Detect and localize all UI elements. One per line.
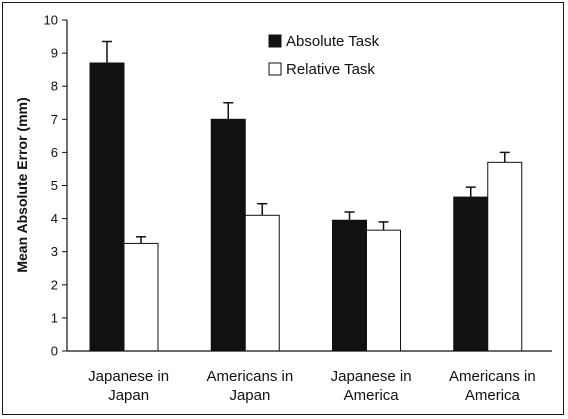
y-tick-label: 0 [51,344,58,359]
legend-swatch [268,62,282,76]
y-tick-label: 4 [51,211,58,226]
bar [244,214,280,352]
y-tick-label: 5 [51,178,58,193]
y-tick-label: 6 [51,145,58,160]
bar [210,118,246,352]
x-category-label: Americans in [449,368,536,385]
bar [366,229,401,352]
axes [66,20,552,352]
x-category-label: Japan [108,387,149,404]
y-axis-ticks: 0 1 2 3 4 5 6 7 8 9 10 [44,13,67,359]
x-category-label: Japan [229,387,270,404]
x-category-label: America [344,387,400,404]
y-tick-label: 8 [51,79,58,94]
y-axis-title: Mean Absolute Error (mm) [14,97,30,272]
x-axis-labels: Japanese in Japan Americans in Japan Japanes… [88,368,536,404]
y-tick-label: 7 [51,112,58,127]
bar [89,62,125,352]
x-category-label: Japanese in [88,368,169,385]
legend-label: Relative Task [286,61,375,78]
x-category-label: America [465,387,521,404]
bars [89,62,523,352]
bar [453,196,489,352]
bar [487,161,523,352]
error-bars [102,40,510,244]
y-tick-label: 10 [44,13,58,28]
y-tick-label: 2 [51,277,58,292]
legend: Absolute Task Relative Task [268,33,380,78]
y-tick-label: 3 [51,244,58,259]
x-category-label: Americans in [207,368,294,385]
x-category-label: Japanese in [331,368,412,385]
y-tick-label: 1 [51,310,58,325]
bar [123,242,159,352]
bar [332,219,367,352]
legend-label: Absolute Task [286,33,380,50]
y-tick-label: 9 [51,46,58,61]
legend-swatch [268,34,282,48]
